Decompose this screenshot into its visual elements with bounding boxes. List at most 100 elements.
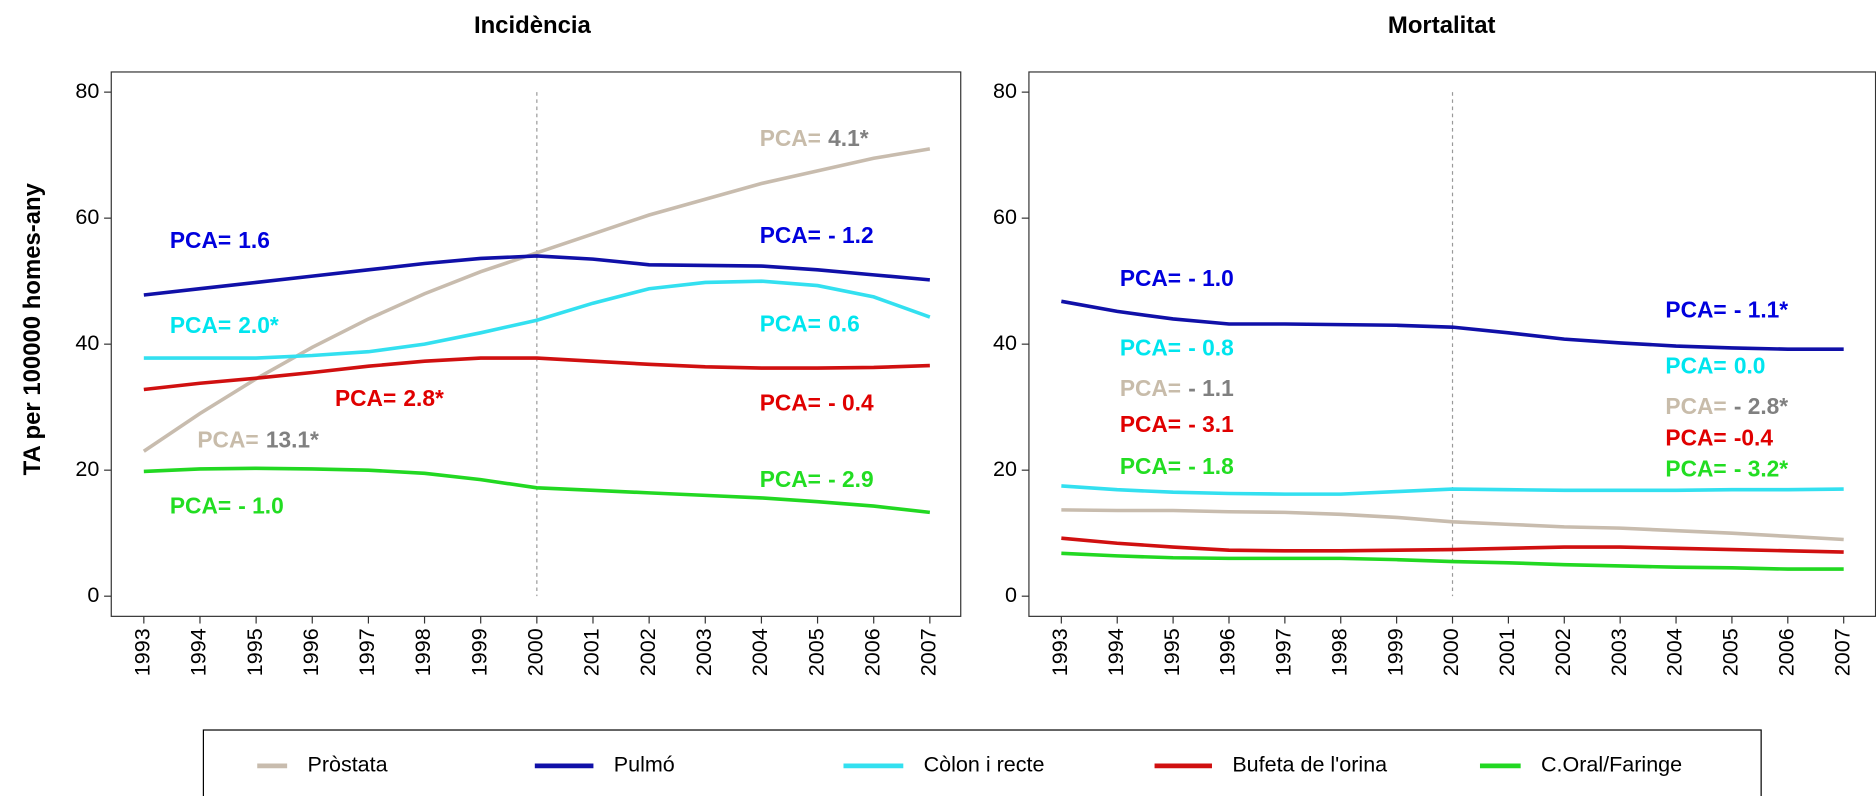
annotation: PCA= 13.1*	[197, 427, 319, 453]
x-tick-label: 1997	[355, 628, 379, 676]
annotation: PCA= 4.1*	[760, 125, 869, 151]
legend-label: C.Oral/Faringe	[1541, 753, 1682, 777]
annotation-prefix: PCA=	[760, 125, 821, 151]
x-tick-label: 2005	[804, 628, 828, 676]
series-line	[142, 147, 931, 453]
annotation-prefix: PCA=	[1665, 393, 1726, 419]
annotation: PCA= 2.8*	[335, 385, 444, 411]
legend-label: Pulmó	[614, 753, 675, 777]
x-tick-label: 2001	[580, 628, 604, 676]
annotation-prefix: PCA=	[335, 385, 396, 411]
annotation: PCA= 1.6	[170, 227, 270, 253]
x-tick-label: 1999	[1383, 628, 1407, 676]
x-tick-label: 2004	[1663, 628, 1687, 676]
annotation-value: 1.6	[238, 227, 270, 253]
series-line	[1061, 299, 1844, 351]
y-tick-label: 20	[993, 457, 1017, 481]
x-tick-label: 1999	[467, 628, 491, 676]
legend-label: Pròstata	[307, 753, 387, 777]
y-tick-label: 0	[1005, 583, 1017, 607]
annotation-value: - 3.2*	[1734, 455, 1788, 481]
annotation-prefix: PCA=	[1665, 352, 1726, 378]
x-tick-label: 1998	[411, 628, 435, 676]
x-tick-label: 2007	[1830, 628, 1854, 676]
annotation: PCA= - 1.8	[1120, 453, 1234, 479]
annotation: PCA= - 1.2	[760, 222, 874, 248]
annotation-prefix: PCA=	[1665, 296, 1726, 322]
annotation-prefix: PCA=	[1120, 375, 1181, 401]
y-tick-label: 0	[87, 583, 99, 607]
x-tick-label: 2007	[917, 628, 941, 676]
annotation-prefix: PCA=	[760, 390, 821, 416]
chart-title: Incidència	[474, 12, 592, 39]
series-line	[1061, 508, 1844, 542]
series-line	[1061, 536, 1844, 554]
x-tick-label: 1993	[131, 628, 155, 676]
annotation-value: 4.1*	[828, 125, 869, 151]
x-tick-label: 2005	[1719, 628, 1743, 676]
x-tick-label: 2006	[1774, 628, 1798, 676]
annotation-value: - 0.4	[828, 390, 874, 416]
x-tick-label: 2004	[748, 628, 772, 676]
y-tick-label: 80	[993, 79, 1017, 103]
annotation-prefix: PCA=	[170, 492, 231, 518]
annotation-value: - 1.1	[1188, 375, 1233, 401]
annotation-value: - 1.0	[1188, 265, 1233, 291]
x-tick-label: 1996	[299, 628, 323, 676]
annotation: PCA= - 2.8*	[1665, 393, 1788, 419]
y-tick-label: 60	[75, 205, 99, 229]
annotation-prefix: PCA=	[1120, 411, 1181, 437]
chart-title: Mortalitat	[1388, 12, 1496, 39]
annotation-value: - 1.1*	[1734, 296, 1788, 322]
annotation-value: 2.8*	[403, 385, 444, 411]
annotation: PCA= 0.0	[1665, 352, 1765, 378]
x-tick-label: 1995	[243, 628, 267, 676]
annotation-value: -0.4	[1734, 424, 1774, 450]
legend-label: Còlon i recte	[924, 753, 1045, 777]
annotation-prefix: PCA=	[760, 466, 821, 492]
annotation-value: - 1.2	[828, 222, 873, 248]
annotation-prefix: PCA=	[1120, 335, 1181, 361]
annotation: PCA= - 0.4	[760, 390, 874, 416]
y-tick-label: 20	[75, 457, 99, 481]
series-line	[1061, 551, 1844, 571]
annotation: PCA= - 3.2*	[1665, 455, 1788, 481]
y-tick-label: 40	[75, 331, 99, 355]
legend-label: Bufeta de l'orina	[1232, 753, 1387, 777]
x-tick-label: 1998	[1327, 628, 1351, 676]
annotation-prefix: PCA=	[170, 227, 231, 253]
annotation-value: 2.0*	[238, 312, 279, 338]
x-tick-label: 2001	[1495, 628, 1519, 676]
annotation: PCA= 2.0*	[170, 312, 279, 338]
x-tick-label: 2000	[1439, 628, 1463, 676]
plot-frame	[110, 71, 962, 617]
x-tick-label: 1996	[1216, 628, 1240, 676]
series-line	[143, 466, 931, 515]
annotation: PCA= - 1.0	[1120, 265, 1234, 291]
annotation-prefix: PCA=	[1120, 453, 1181, 479]
annotation-prefix: PCA=	[197, 427, 258, 453]
x-tick-label: 2006	[860, 628, 884, 676]
annotation-value: - 3.1	[1188, 411, 1233, 437]
annotation-value: 13.1*	[266, 427, 319, 453]
x-tick-label: 2002	[636, 628, 660, 676]
annotation-prefix: PCA=	[1665, 424, 1726, 450]
annotation-prefix: PCA=	[760, 311, 821, 337]
x-tick-label: 1994	[1104, 628, 1128, 676]
y-tick-label: 40	[993, 331, 1017, 355]
y-axis-label: TA per 100000 homes-any	[19, 182, 46, 475]
annotation-prefix: PCA=	[1665, 455, 1726, 481]
annotation: PCA= - 0.8	[1120, 335, 1234, 361]
annotation: PCA= - 2.9	[760, 466, 874, 492]
annotation-value: 0.6	[828, 311, 860, 337]
annotation-value: - 0.8	[1188, 335, 1233, 361]
y-tick-label: 60	[993, 205, 1017, 229]
annotation: PCA= 0.6	[760, 311, 860, 337]
series-line	[143, 356, 930, 392]
annotation-value: 0.0	[1734, 352, 1766, 378]
x-tick-label: 1997	[1272, 628, 1296, 676]
annotation-prefix: PCA=	[170, 312, 231, 338]
annotation-value: - 1.0	[238, 492, 283, 518]
